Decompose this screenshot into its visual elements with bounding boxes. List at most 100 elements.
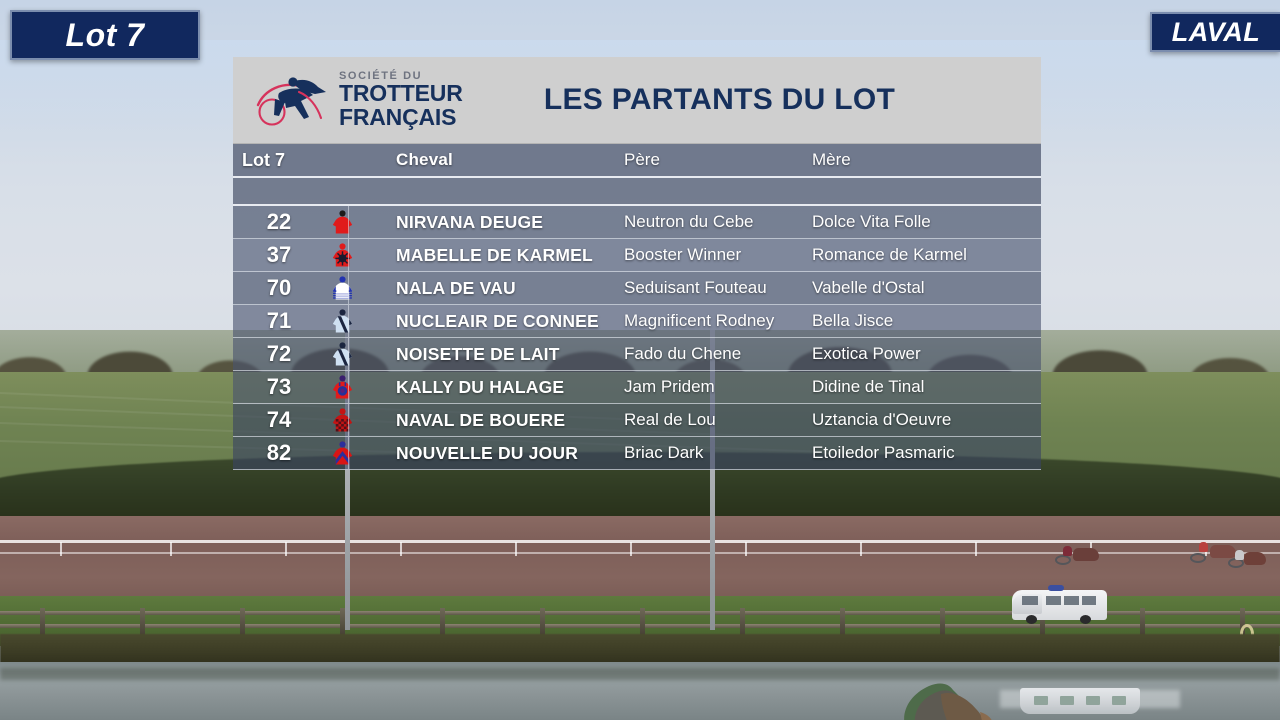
venue-badge-label: LAVAL bbox=[1171, 16, 1261, 47]
row-silk bbox=[331, 407, 354, 434]
column-separator bbox=[348, 272, 349, 304]
row-cheval: NUCLEAIR DE CONNEE bbox=[396, 310, 599, 331]
jockey-silk-icon bbox=[332, 308, 353, 333]
rail-post bbox=[975, 542, 977, 556]
table-row: 22 NIRVANA DEUGE Neutron du Cebe Dolce Vita… bbox=[233, 206, 1041, 239]
row-number: 72 bbox=[266, 341, 292, 366]
rail-post bbox=[860, 542, 862, 556]
column-separator bbox=[348, 338, 349, 370]
row-number: 82 bbox=[266, 440, 292, 465]
row-silk bbox=[331, 308, 354, 335]
rail-post bbox=[515, 542, 517, 556]
column-separator bbox=[348, 305, 349, 337]
jockey-silk-icon bbox=[332, 242, 353, 267]
row-cheval: KALLY DU HALAGE bbox=[396, 376, 565, 397]
header-mere: Mère bbox=[812, 150, 851, 169]
table-row: 71 NUCLEAIR DE CONNEE Magnificent Rodney Be… bbox=[233, 305, 1041, 338]
row-pere: Jam Pridem bbox=[624, 377, 715, 396]
logo-wordmark: SOCIÉTÉ DU TROTTEUR FRANÇAIS bbox=[339, 71, 463, 129]
rail-post bbox=[745, 542, 747, 556]
row-pere: Briac Dark bbox=[624, 443, 704, 462]
row-number: 37 bbox=[266, 242, 292, 267]
partants-panel: SOCIÉTÉ DU TROTTEUR FRANÇAIS LES PARTANT… bbox=[233, 57, 1041, 470]
rail-post bbox=[170, 542, 172, 556]
column-separator bbox=[348, 239, 349, 271]
white-van bbox=[1012, 582, 1107, 624]
row-mere: Didine de Tinal bbox=[812, 377, 925, 396]
row-number: 70 bbox=[266, 275, 292, 300]
table-row: 82 NOUVELLE DU JOUR Briac Dark Etoiledor Pa… bbox=[233, 437, 1041, 470]
lot-badge: Lot 7 bbox=[10, 10, 200, 60]
row-cheval: MABELLE DE KARMEL bbox=[396, 244, 593, 265]
row-mere: Dolce Vita Folle bbox=[812, 212, 931, 231]
table-body: 22 NIRVANA DEUGE Neutron du Cebe Dolce Vita… bbox=[233, 206, 1041, 470]
header-lot: Lot 7 bbox=[242, 149, 285, 170]
row-silk bbox=[331, 209, 354, 236]
jockey-silk-icon bbox=[332, 407, 353, 432]
light-pole bbox=[345, 330, 350, 630]
row-mere: Bella Jisce bbox=[812, 311, 894, 330]
table-spacer-row bbox=[233, 178, 1041, 206]
jockey-silk-icon bbox=[332, 374, 353, 399]
column-separator bbox=[348, 437, 349, 469]
row-cheval: NIRVANA DEUGE bbox=[396, 211, 544, 232]
panel-header: SOCIÉTÉ DU TROTTEUR FRANÇAIS LES PARTANT… bbox=[233, 57, 1041, 144]
row-pere: Magnificent Rodney bbox=[624, 311, 775, 330]
horse-head-watermark bbox=[904, 683, 992, 720]
partants-table: Lot 7 Cheval Père Mère 22 NIRVANA DEUGE Ne… bbox=[233, 144, 1041, 470]
table-header-row: Lot 7 Cheval Père Mère bbox=[233, 144, 1041, 178]
column-separator bbox=[348, 371, 349, 403]
lot-badge-label: Lot 7 bbox=[65, 16, 145, 53]
jockey-silk-icon bbox=[332, 440, 353, 465]
light-pole bbox=[710, 330, 715, 630]
wooden-fence bbox=[0, 608, 1280, 636]
row-pere: Seduisant Fouteau bbox=[624, 278, 767, 297]
row-mere: Uztancia d'Oeuvre bbox=[812, 410, 952, 429]
logo-societe-line: SOCIÉTÉ DU bbox=[339, 70, 423, 83]
row-cheval: NAVAL DE BOUERE bbox=[396, 409, 566, 430]
row-silk bbox=[331, 374, 354, 401]
boat bbox=[1020, 688, 1140, 714]
row-silk bbox=[331, 275, 354, 302]
row-mere: Etoiledor Pasmaric bbox=[812, 443, 955, 462]
column-separator bbox=[348, 404, 349, 436]
row-pere: Booster Winner bbox=[624, 245, 742, 264]
row-cheval: NOISETTE DE LAIT bbox=[396, 343, 560, 364]
row-number: 71 bbox=[266, 308, 292, 333]
logo-francais-line: FRANÇAIS bbox=[339, 103, 457, 130]
row-number: 74 bbox=[266, 407, 292, 432]
jockey-silk-icon bbox=[332, 341, 353, 366]
pond-reflection bbox=[0, 668, 1280, 680]
row-mere: Vabelle d'Ostal bbox=[812, 278, 925, 297]
row-number: 22 bbox=[266, 209, 292, 234]
row-pere: Real de Lou bbox=[624, 410, 716, 429]
rail-post bbox=[630, 542, 632, 556]
table-row: 72 NOISETTE DE LAIT Fado du Chene Exotica P… bbox=[233, 338, 1041, 371]
track-rail bbox=[0, 540, 1280, 543]
rail-post bbox=[60, 542, 62, 556]
row-cheval: NOUVELLE DU JOUR bbox=[396, 442, 579, 463]
row-pere: Neutron du Cebe bbox=[624, 212, 754, 231]
row-silk bbox=[331, 341, 354, 368]
row-cheval: NALA DE VAU bbox=[396, 277, 516, 298]
table-row: 70 NALA DE VAU Seduisant Fouteau Vabelle d'… bbox=[233, 272, 1041, 305]
page-title: LES PARTANTS DU LOT bbox=[543, 83, 896, 116]
row-pere: Fado du Chene bbox=[624, 344, 742, 363]
row-silk bbox=[331, 440, 354, 467]
logo-trotteur-line: TROTTEUR bbox=[339, 80, 463, 107]
table-row: 37 MABELLE DE KARMEL Booster Winner Romance… bbox=[233, 239, 1041, 272]
row-silk bbox=[331, 242, 354, 269]
header-cheval: Cheval bbox=[396, 150, 453, 169]
header-pere: Père bbox=[624, 150, 660, 169]
trotteur-francais-logo: SOCIÉTÉ DU TROTTEUR FRANÇAIS bbox=[233, 57, 468, 143]
row-mere: Romance de Karmel bbox=[812, 245, 967, 264]
table-row: 73 KALLY DU HALAGE Jam Pridem Didine de Tin… bbox=[233, 371, 1041, 404]
rail-post bbox=[400, 542, 402, 556]
jockey-silk-icon bbox=[332, 275, 353, 300]
jockey-silk-icon bbox=[332, 209, 353, 234]
trotter-sulky-icon bbox=[256, 77, 326, 126]
row-number: 73 bbox=[266, 374, 292, 399]
table-row: 74 NAVAL DE BOUERE Real de Lou Uztancia d'O… bbox=[233, 404, 1041, 437]
venue-badge: LAVAL bbox=[1150, 12, 1280, 52]
row-mere: Exotica Power bbox=[812, 344, 921, 363]
